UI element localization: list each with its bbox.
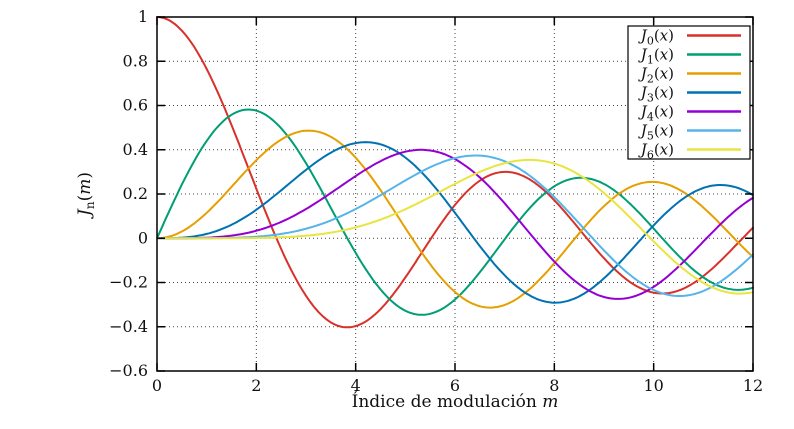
curve-J1: [156, 108, 754, 316]
y-axis-title-sub: n: [83, 201, 98, 210]
legend-item-label: J0(x): [638, 27, 674, 48]
y-tick-label: 0: [138, 228, 148, 247]
plot-frame: [156, 16, 754, 372]
legend-item-label: J4(x): [638, 103, 674, 124]
y-tick-label: −0.2: [109, 273, 148, 292]
legend-item-label: J1(x): [638, 46, 674, 67]
curve-J5: [156, 154, 754, 297]
y-axis-title: Jn(m): [75, 172, 97, 216]
curves: [156, 16, 754, 329]
legend: J0(x)J1(x)J2(x)J3(x)J4(x)J5(x)J6(x): [627, 25, 751, 162]
y-tick-label: −0.4: [109, 317, 148, 336]
x-axis-title: Índice de modulación m: [157, 392, 753, 412]
legend-item-label: J2(x): [638, 65, 674, 86]
x-axis-title-var: m: [542, 392, 559, 412]
tick-labels: −0.6−0.4−0.200.20.40.60.810 2 4 6 8 10 12: [109, 7, 763, 395]
x-tick-label: 0: [152, 376, 162, 395]
y-axis-title-base: J: [74, 209, 95, 216]
y-axis-title-close: ): [74, 172, 95, 179]
curve-J3: [156, 141, 754, 304]
y-tick-label: 0.4: [123, 140, 148, 159]
curve-J4: [156, 148, 754, 300]
curve-J6: [156, 158, 754, 295]
y-tick-label: 1: [138, 7, 148, 26]
y-tick-label: 0.2: [123, 184, 148, 203]
x-tick-label: 12: [743, 376, 763, 395]
legend-item-label: J5(x): [638, 122, 674, 143]
y-tick-label: 0.6: [123, 96, 148, 115]
x-tick-label: 8: [549, 376, 559, 395]
x-tick-label: 2: [251, 376, 261, 395]
y-tick-label: 0.8: [123, 51, 148, 70]
x-tick-label: 10: [643, 376, 663, 395]
x-tick-label: 6: [450, 376, 460, 395]
y-tick-label: −0.6: [109, 361, 148, 380]
x-axis-title-text: Índice de modulación: [351, 392, 537, 412]
legend-item-label: J6(x): [638, 141, 674, 162]
curve-J0: [156, 16, 754, 329]
curve-J2: [156, 129, 754, 309]
y-axis-title-var: m: [74, 178, 95, 195]
legend-item-label: J3(x): [638, 84, 674, 105]
x-tick-label: 4: [351, 376, 361, 395]
y-axis-title-open: (: [74, 194, 95, 202]
